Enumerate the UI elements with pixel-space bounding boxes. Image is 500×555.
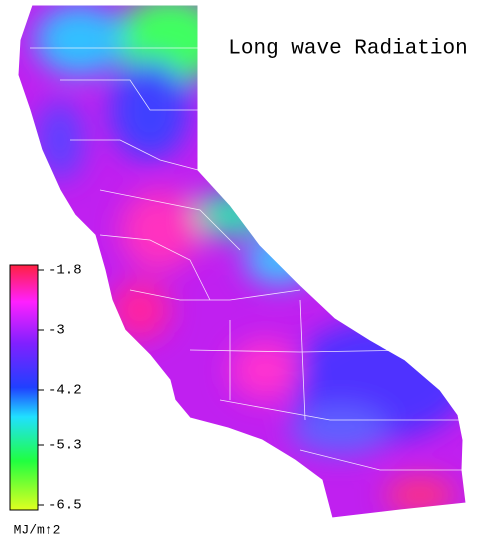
colorbar-tick-label: -6.5 [48, 498, 82, 514]
colorbar-tick-label: -4.2 [48, 383, 82, 399]
colorbar-tick-label: -3 [48, 323, 65, 339]
colorbar-tick-label: -1.8 [48, 263, 82, 279]
colorbar-ticks: -1.8 -3 -4.2 -5.3 -6.5 [38, 263, 82, 514]
colorbar-unit: MJ/m↑2 [14, 522, 61, 537]
map-title: Long wave Radiation [228, 38, 467, 61]
state-outline [17, 4, 467, 519]
colorbar [9, 264, 39, 511]
colorbar-tick-label: -5.3 [48, 438, 82, 454]
